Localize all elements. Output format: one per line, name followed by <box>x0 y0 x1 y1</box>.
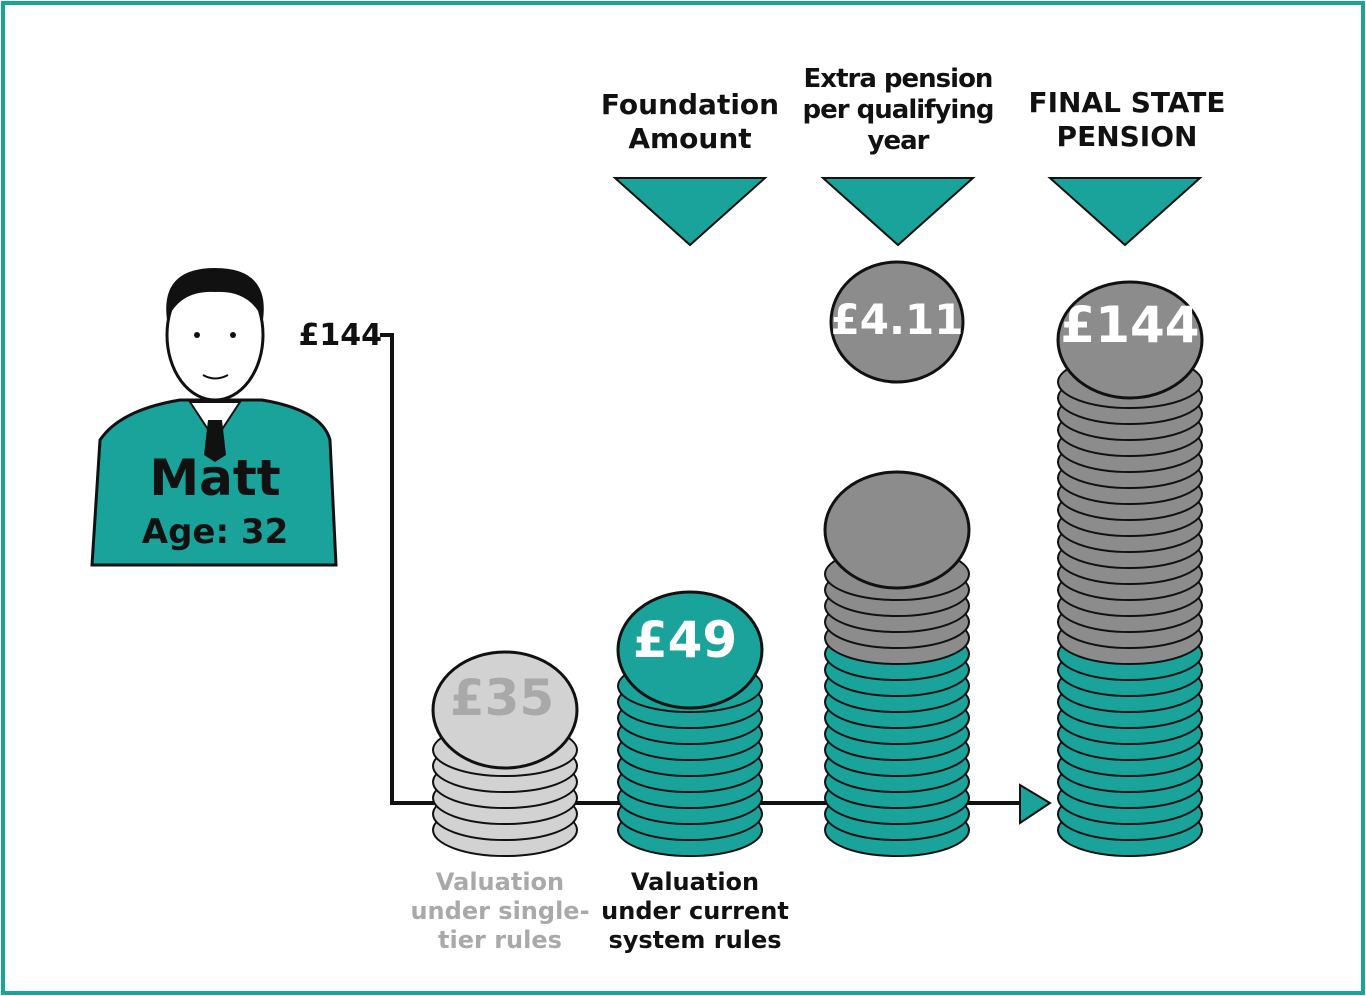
coin-label: £35 <box>402 668 602 728</box>
coin-label: £4.11 <box>797 295 997 345</box>
caption: Valuation under single-tier rules <box>400 868 600 954</box>
coin-face <box>825 472 969 588</box>
axis-label: £144 <box>272 318 382 354</box>
infographic: Matt Age: 32 £144 Foundation Amount Extr… <box>0 0 1366 996</box>
header: FINAL STATE PENSION <box>1027 86 1227 153</box>
eye <box>194 332 200 338</box>
arrow <box>1020 785 1050 823</box>
eye <box>230 332 236 338</box>
coin-label: £144 <box>1030 295 1230 355</box>
person-name: Matt <box>140 448 290 508</box>
person-age: Age: 32 <box>120 512 310 553</box>
coin-label: £49 <box>585 610 785 670</box>
pointer <box>615 178 765 245</box>
pointer <box>823 178 973 245</box>
caption: Valuation under current system rules <box>595 868 795 954</box>
pointer <box>1050 178 1200 245</box>
header: Foundation Amount <box>590 88 790 155</box>
header: Extra pension per qualifying year <box>798 64 998 158</box>
